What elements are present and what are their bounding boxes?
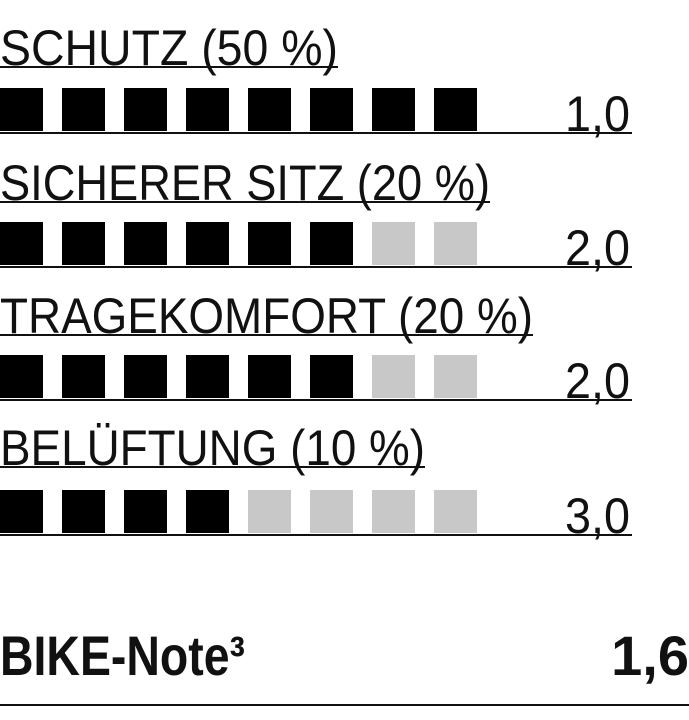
filled-square xyxy=(124,222,167,265)
filled-square xyxy=(186,355,229,398)
label-underline xyxy=(0,334,533,336)
label-underline xyxy=(0,201,490,203)
empty-square xyxy=(434,490,477,533)
filled-square xyxy=(372,88,415,131)
empty-square xyxy=(372,222,415,265)
filled-square xyxy=(0,355,43,398)
filled-square xyxy=(186,88,229,131)
bar-baseline xyxy=(0,534,632,536)
filled-square xyxy=(62,222,105,265)
filled-square xyxy=(186,222,229,265)
filled-square xyxy=(62,490,105,533)
bar-baseline xyxy=(0,132,632,134)
label-underline xyxy=(0,466,425,468)
filled-square xyxy=(0,222,43,265)
filled-square xyxy=(186,490,229,533)
filled-square xyxy=(248,88,291,131)
filled-square xyxy=(62,88,105,131)
empty-square xyxy=(310,490,353,533)
filled-square xyxy=(248,222,291,265)
filled-square xyxy=(0,88,43,131)
bar-baseline xyxy=(0,266,632,268)
empty-square xyxy=(372,355,415,398)
total-underline xyxy=(0,704,689,706)
filled-square xyxy=(310,355,353,398)
label-underline xyxy=(0,66,338,68)
filled-square xyxy=(434,88,477,131)
bar-baseline xyxy=(0,399,632,401)
filled-square xyxy=(124,88,167,131)
filled-square xyxy=(62,355,105,398)
empty-square xyxy=(434,222,477,265)
filled-square xyxy=(124,355,167,398)
filled-square xyxy=(0,490,43,533)
filled-square xyxy=(248,355,291,398)
total-value: 1,6 xyxy=(611,624,689,687)
empty-square xyxy=(248,490,291,533)
total-label: BIKE-Note³ xyxy=(0,624,245,687)
filled-square xyxy=(124,490,167,533)
empty-square xyxy=(372,490,415,533)
empty-square xyxy=(434,355,477,398)
filled-square xyxy=(310,222,353,265)
filled-square xyxy=(310,88,353,131)
